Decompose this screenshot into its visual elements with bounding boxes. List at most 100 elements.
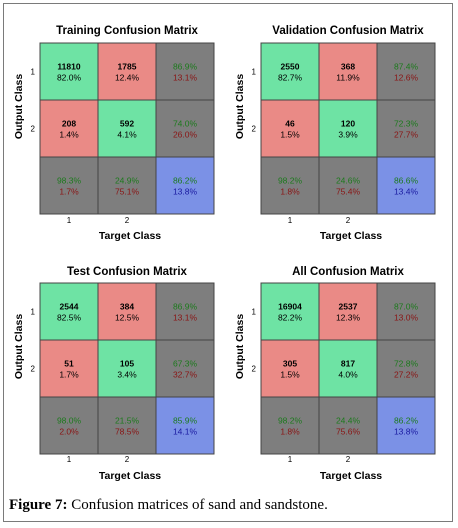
cell-value-secondary: 13.8% — [173, 187, 198, 197]
cell-value-primary: 2544 — [60, 302, 79, 312]
matrix-cell — [260, 282, 320, 341]
matrix-cell — [376, 42, 436, 101]
cell-value-secondary: 78.5% — [115, 427, 140, 437]
matrix-cell — [318, 156, 378, 215]
cell-value-primary: 817 — [341, 359, 355, 369]
cell-value-primary: 2550 — [281, 62, 300, 72]
cell-value-secondary: 12.5% — [115, 313, 140, 323]
matrix-cell — [376, 156, 436, 215]
cell-value-secondary: 3.4% — [117, 370, 137, 380]
cell-value-primary: 98.2% — [278, 176, 303, 186]
figure-caption: Figure 7: Confusion matrices of sand and… — [9, 497, 449, 514]
matrix-cell — [376, 396, 436, 455]
matrix-cell — [318, 99, 378, 158]
matrix-cell — [155, 282, 215, 341]
cell-value-secondary: 4.0% — [338, 370, 358, 380]
y-tick-label: 2 — [31, 365, 36, 374]
cell-value-primary: 1785 — [118, 62, 137, 72]
cell-value-primary: 24.9% — [115, 176, 140, 186]
matrix-cell — [97, 282, 157, 341]
cell-value-secondary: 82.7% — [278, 73, 303, 83]
matrix-cell — [155, 156, 215, 215]
cell-value-secondary: 82.2% — [278, 313, 303, 323]
matrix-cell — [97, 156, 157, 215]
matrix-cell — [39, 282, 99, 341]
cell-value-secondary: 13.0% — [394, 313, 419, 323]
y-tick-label: 1 — [31, 308, 36, 317]
matrix-cell — [318, 339, 378, 398]
cell-value-primary: 86.6% — [394, 176, 419, 186]
cell-value-primary: 72.3% — [394, 119, 419, 129]
x-tick-label: 1 — [67, 455, 72, 464]
cell-value-primary: 2537 — [339, 302, 358, 312]
cell-value-primary: 24.4% — [336, 416, 361, 426]
matrix-cell — [260, 339, 320, 398]
x-tick-label: 2 — [125, 455, 130, 464]
y-axis-label: Output Class — [13, 314, 25, 379]
matrix-cell — [39, 396, 99, 455]
y-axis-label: Output Class — [234, 74, 246, 139]
confusion-matrix-panel-2: Validation Confusion Matrix255082.7%3681… — [234, 25, 436, 242]
y-tick-label: 2 — [31, 125, 36, 134]
cell-value-primary: 208 — [62, 119, 76, 129]
cell-value-primary: 74.0% — [173, 119, 198, 129]
cell-value-secondary: 1.4% — [59, 130, 79, 140]
y-tick-label: 1 — [252, 308, 257, 317]
cell-value-secondary: 4.1% — [117, 130, 137, 140]
cell-value-secondary: 12.4% — [115, 73, 140, 83]
cell-value-secondary: 12.6% — [394, 73, 419, 83]
cell-value-secondary: 27.2% — [394, 370, 419, 380]
cell-value-secondary: 1.5% — [280, 370, 300, 380]
y-tick-label: 2 — [252, 125, 257, 134]
cell-value-primary: 24.6% — [336, 176, 361, 186]
matrix-cell — [318, 396, 378, 455]
cell-value-secondary: 75.6% — [336, 427, 361, 437]
x-tick-label: 2 — [346, 455, 351, 464]
cell-value-secondary: 26.0% — [173, 130, 198, 140]
matrix-cell — [260, 99, 320, 158]
matrix-title: All Confusion Matrix — [292, 266, 404, 278]
matrix-cell — [97, 99, 157, 158]
cell-value-secondary: 1.7% — [59, 370, 79, 380]
caption-label: Figure 7: — [9, 497, 68, 513]
cell-value-secondary: 11.9% — [336, 73, 360, 83]
y-tick-label: 1 — [31, 68, 36, 77]
cell-value-secondary: 1.8% — [280, 427, 300, 437]
cell-value-secondary: 1.7% — [59, 187, 79, 197]
cell-value-primary: 46 — [285, 119, 295, 129]
cell-value-primary: 86.9% — [173, 62, 198, 72]
matrix-cell — [97, 396, 157, 455]
matrix-cell — [260, 396, 320, 455]
cell-value-primary: 86.2% — [173, 176, 198, 186]
cell-value-secondary: 3.9% — [338, 130, 358, 140]
cell-value-secondary: 82.5% — [57, 313, 82, 323]
cell-value-primary: 21.5% — [115, 416, 140, 426]
matrix-cell — [97, 339, 157, 398]
x-tick-label: 2 — [346, 216, 351, 225]
cell-value-secondary: 13.8% — [394, 427, 419, 437]
matrix-cell — [376, 339, 436, 398]
matrix-cell — [39, 339, 99, 398]
cell-value-secondary: 13.4% — [394, 187, 419, 197]
caption-text: Confusion matrices of sand and sandstone… — [67, 497, 328, 513]
cell-value-primary: 98.3% — [57, 176, 82, 186]
x-tick-label: 1 — [288, 455, 293, 464]
cell-value-primary: 384 — [120, 302, 134, 312]
x-tick-label: 2 — [125, 216, 130, 225]
matrix-cell — [318, 42, 378, 101]
matrix-cell — [39, 42, 99, 101]
x-tick-label: 1 — [67, 216, 72, 225]
cell-value-primary: 87.4% — [394, 62, 419, 72]
cell-value-primary: 305 — [283, 359, 297, 369]
cell-value-primary: 86.2% — [394, 416, 419, 426]
matrix-cell — [318, 282, 378, 341]
cell-value-secondary: 2.0% — [59, 427, 79, 437]
cell-value-secondary: 75.1% — [115, 187, 140, 197]
matrix-cell — [376, 99, 436, 158]
cell-value-primary: 592 — [120, 119, 134, 129]
matrix-cell — [97, 42, 157, 101]
cell-value-primary: 120 — [341, 119, 355, 129]
matrix-cell — [155, 99, 215, 158]
